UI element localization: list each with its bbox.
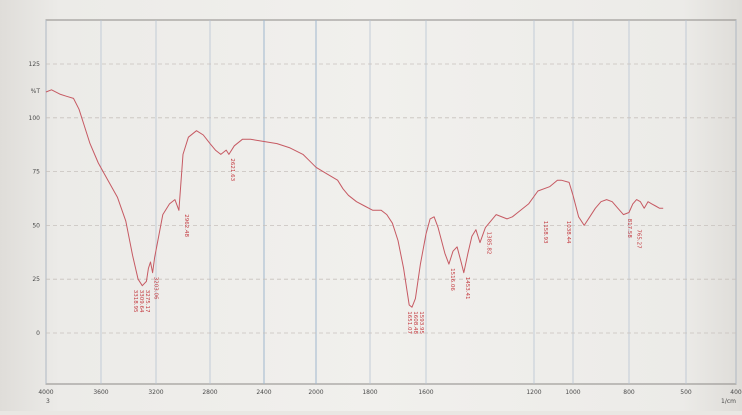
peak-label: 3309.64 <box>138 290 144 313</box>
series <box>45 89 664 308</box>
spectrum-line-0 <box>45 89 664 308</box>
peak-label: 1158.93 <box>542 221 548 244</box>
peak-label: 2621.63 <box>229 158 235 181</box>
x-tick-label: 3600 <box>93 389 108 396</box>
x-tick-label: 1800 <box>362 389 377 396</box>
peak-label: 3275.17 <box>144 290 150 313</box>
peak-label: 765.27 <box>636 229 642 249</box>
peak-label: 2962.48 <box>183 214 189 237</box>
axis-ticks: 4000 3600 3200 2800 2400 2000 1800 1600 1200 1000… <box>29 61 742 405</box>
peak-label: 1453.41 <box>464 277 470 300</box>
y-tick-label: 125 <box>29 61 41 68</box>
y-tick-label: 0 <box>36 330 40 337</box>
peak-label: 3203.06 <box>153 277 159 300</box>
x-tick-label: 500 <box>680 389 692 396</box>
x-corner-label: 3 <box>46 398 50 405</box>
x-tick-label: 1200 <box>526 389 541 396</box>
peak-label: 1651.07 <box>406 311 412 334</box>
y-axis-label: %T <box>31 88 41 95</box>
x-tick-label: 2000 <box>308 389 323 396</box>
x-tick-label: 1600 <box>418 389 433 396</box>
peak-label: 1038.44 <box>565 221 571 244</box>
grid <box>45 19 737 385</box>
peak-label: 1593.95 <box>418 311 424 334</box>
y-tick-label: 50 <box>32 222 40 229</box>
x-tick-label: 800 <box>623 389 635 396</box>
y-tick-label: 75 <box>32 169 40 176</box>
peak-label: 817.58 <box>626 219 632 239</box>
x-tick-label: 2800 <box>202 389 217 396</box>
peak-label: 1385.82 <box>485 232 491 255</box>
peak-label: 1516.06 <box>449 268 455 291</box>
plot-frame <box>45 19 737 385</box>
peak-label: 1608.48 <box>412 311 418 334</box>
x-tick-label: 400 <box>730 389 742 396</box>
x-axis-label: 1/cm <box>721 398 736 405</box>
x-tick-label: 1000 <box>565 389 580 396</box>
y-tick-label: 100 <box>29 115 41 122</box>
x-tick-label: 3200 <box>148 389 163 396</box>
x-tick-label: 2400 <box>256 389 271 396</box>
x-tick-label: 4000 <box>38 389 53 396</box>
peak-label: 3318.95 <box>132 290 138 313</box>
y-tick-label: 25 <box>32 276 40 283</box>
